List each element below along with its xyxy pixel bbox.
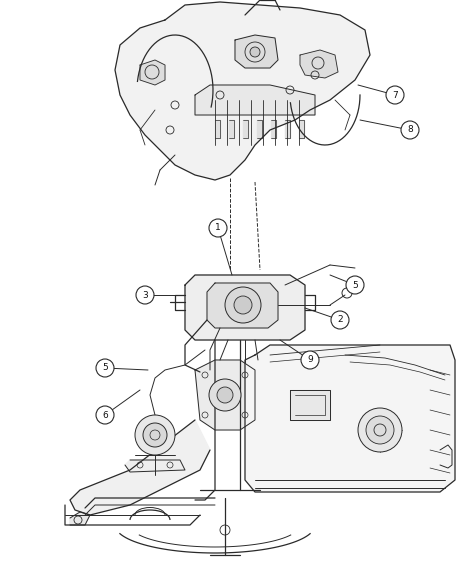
Polygon shape	[70, 512, 90, 525]
Text: 7: 7	[392, 90, 398, 99]
Polygon shape	[243, 120, 248, 138]
Circle shape	[234, 296, 252, 314]
Circle shape	[136, 286, 154, 304]
Polygon shape	[70, 420, 210, 515]
Circle shape	[331, 311, 349, 329]
Circle shape	[250, 47, 260, 57]
Circle shape	[96, 406, 114, 424]
Text: 5: 5	[352, 281, 358, 289]
Polygon shape	[195, 360, 255, 430]
Polygon shape	[257, 120, 262, 138]
Polygon shape	[235, 35, 278, 68]
Circle shape	[401, 121, 419, 139]
Text: 3: 3	[142, 290, 148, 300]
Polygon shape	[290, 390, 330, 420]
Circle shape	[346, 276, 364, 294]
Circle shape	[358, 408, 402, 452]
Polygon shape	[299, 120, 304, 138]
Polygon shape	[285, 120, 290, 138]
Circle shape	[209, 379, 241, 411]
Circle shape	[143, 423, 167, 447]
Polygon shape	[140, 60, 165, 85]
Text: 1: 1	[215, 224, 221, 232]
Circle shape	[96, 359, 114, 377]
Text: 9: 9	[307, 355, 313, 365]
Polygon shape	[215, 120, 220, 138]
Circle shape	[366, 416, 394, 444]
Polygon shape	[207, 283, 278, 328]
Text: 2: 2	[337, 316, 343, 324]
Polygon shape	[229, 120, 234, 138]
Polygon shape	[245, 345, 455, 492]
Text: 8: 8	[407, 125, 413, 135]
Circle shape	[135, 415, 175, 455]
Circle shape	[217, 387, 233, 403]
Text: 5: 5	[102, 363, 108, 373]
Polygon shape	[115, 2, 370, 180]
Circle shape	[225, 287, 261, 323]
Circle shape	[386, 86, 404, 104]
Circle shape	[301, 351, 319, 369]
Polygon shape	[195, 85, 315, 115]
Polygon shape	[271, 120, 276, 138]
Polygon shape	[300, 50, 338, 78]
Circle shape	[209, 219, 227, 237]
Polygon shape	[125, 460, 185, 472]
Polygon shape	[185, 275, 305, 340]
Text: 6: 6	[102, 411, 108, 420]
